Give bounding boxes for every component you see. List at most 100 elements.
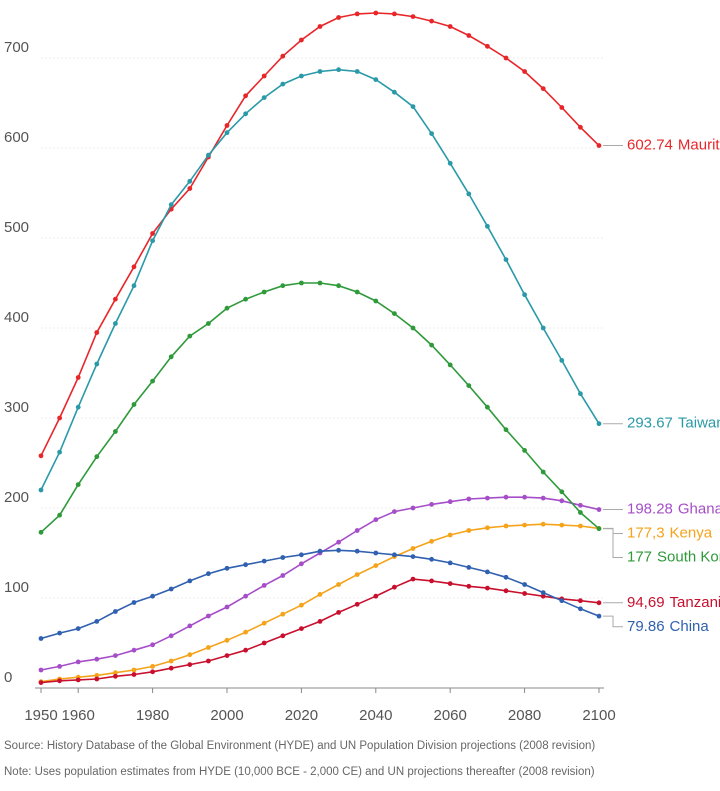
data-point (113, 673, 118, 679)
data-point (224, 604, 230, 610)
series-line (40, 282, 600, 533)
data-point (57, 630, 62, 636)
data-point (336, 547, 341, 553)
data-point (503, 55, 509, 61)
data-point (150, 231, 156, 236)
data-point (410, 325, 416, 331)
data-point (410, 576, 416, 582)
y-tick-label: 500 (4, 219, 29, 236)
data-point (94, 656, 100, 662)
series-name: Ghana (678, 501, 720, 518)
series-line (40, 496, 600, 671)
data-point (94, 673, 100, 678)
data-point (559, 358, 565, 363)
series-line (40, 523, 600, 683)
data-point (410, 505, 416, 511)
data-point (447, 532, 453, 538)
x-tick-label: 2100 (582, 707, 615, 724)
y-tick-label: 100 (4, 579, 29, 596)
x-tick-label: 1950 (24, 707, 57, 724)
data-point (354, 11, 360, 17)
data-point (429, 18, 434, 24)
data-point (540, 593, 546, 599)
data-point (503, 574, 509, 580)
data-point (466, 191, 472, 197)
data-point (373, 550, 379, 556)
end-label: 79.86 China (627, 618, 709, 635)
data-point (373, 10, 379, 16)
data-point (578, 606, 583, 612)
data-point (75, 482, 81, 487)
data-point (168, 586, 174, 592)
end-value-label: 177 (627, 549, 652, 566)
data-point (429, 578, 434, 584)
data-point (261, 583, 267, 588)
data-point (559, 522, 565, 528)
y-tick-label: 600 (4, 129, 29, 146)
note: Note: Uses population estimates from HYD… (4, 766, 595, 778)
data-point (447, 24, 453, 29)
data-point (540, 495, 546, 501)
data-point (392, 89, 397, 95)
data-point (280, 573, 286, 578)
x-tick-label: 2000 (210, 707, 243, 724)
label-leader (603, 615, 623, 628)
data-point (75, 659, 81, 665)
data-point (94, 330, 100, 335)
data-point (559, 489, 565, 495)
series-name: Kenya (670, 525, 713, 542)
data-point (466, 528, 472, 533)
data-point (38, 667, 44, 673)
data-point (410, 554, 416, 559)
series-line (40, 12, 600, 457)
data-point (243, 629, 249, 635)
data-point (503, 257, 509, 262)
data-point (187, 578, 193, 584)
end-label: 293.67 Taiwan (627, 415, 720, 432)
data-point (187, 623, 193, 629)
data-point (354, 572, 360, 577)
series-name: Mauritius (678, 137, 720, 154)
data-point (317, 592, 323, 597)
series-name: China (670, 618, 710, 635)
data-point (168, 202, 174, 208)
data-point (447, 362, 453, 368)
end-value-label: 79.86 (627, 618, 665, 635)
data-point (261, 558, 267, 564)
data-point (522, 448, 527, 453)
data-point (150, 642, 156, 648)
data-point (224, 565, 230, 571)
data-point (354, 528, 360, 533)
data-point (206, 571, 211, 577)
data-point (354, 69, 360, 74)
data-point (392, 584, 397, 590)
data-point (447, 581, 453, 586)
data-point (485, 525, 490, 531)
y-tick-label: 0 (4, 669, 12, 686)
x-tick-label: 2060 (434, 707, 467, 724)
data-point (354, 601, 360, 607)
data-point (280, 283, 286, 289)
data-point (373, 563, 379, 568)
end-label: 177 South Korea (627, 549, 720, 566)
data-point (447, 160, 453, 166)
data-point (57, 415, 62, 421)
data-point (261, 620, 267, 626)
data-point (131, 283, 137, 289)
data-point (522, 494, 527, 500)
data-point (466, 565, 472, 570)
data-point (243, 93, 249, 99)
data-point (466, 496, 472, 502)
x-tick-label: 2080 (508, 707, 541, 724)
data-point (485, 585, 490, 591)
data-point (150, 593, 156, 599)
x-tick-label: 1980 (136, 707, 169, 724)
data-point (243, 296, 249, 302)
data-point (206, 658, 211, 664)
y-tick-label: 700 (4, 39, 29, 56)
data-point (317, 548, 323, 554)
data-point (187, 178, 193, 184)
data-point (410, 546, 416, 551)
data-point (206, 152, 211, 158)
